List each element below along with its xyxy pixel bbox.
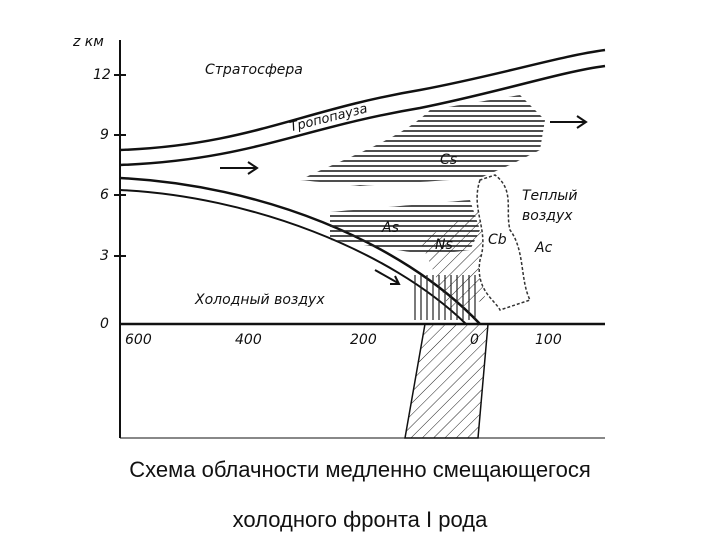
cloud-label: Ns	[435, 237, 453, 253]
tropopause-label: Тропопауза	[288, 101, 369, 135]
cloud-label: As	[381, 220, 399, 236]
cloud-label: Ac	[534, 240, 553, 256]
cold-air-label: Холодный воздух	[194, 292, 325, 308]
x-tick-label: 200	[350, 332, 377, 348]
diagram: z км 12 9 6 3 0 600 400 200 0 100 Страто…	[72, 34, 606, 439]
cloud-cb	[476, 174, 532, 311]
arrows	[220, 115, 588, 285]
cloud-label: Cs	[440, 152, 457, 168]
front-zone	[404, 323, 489, 439]
tropopause-upper	[119, 48, 606, 152]
z-tick-label: 0	[100, 316, 109, 332]
cloud-label: Cb	[488, 232, 507, 248]
z-tick-label: 3	[100, 248, 109, 264]
cloud-cs	[300, 95, 545, 186]
x-tick-label: 100	[535, 332, 562, 348]
x-tick-label: 400	[235, 332, 262, 348]
precipitation	[410, 275, 480, 320]
z-tick-label: 6	[100, 187, 109, 203]
x-tick-label: 600	[125, 332, 152, 348]
tropopause-lower	[119, 64, 606, 167]
caption: Схема облачности медленно смещающегося	[129, 457, 591, 482]
x-tick-label: 0	[470, 332, 479, 348]
z-ticks	[114, 74, 126, 257]
stratosphere-label: Стратосфера	[205, 62, 303, 78]
z-label: z км	[72, 34, 104, 50]
caption: холодного фронта I рода	[232, 507, 488, 532]
warm-air-label: Теплый	[522, 188, 577, 204]
warm-air-label: воздух	[522, 208, 573, 224]
z-tick-label: 12	[93, 67, 111, 83]
z-tick-label: 9	[100, 127, 109, 143]
